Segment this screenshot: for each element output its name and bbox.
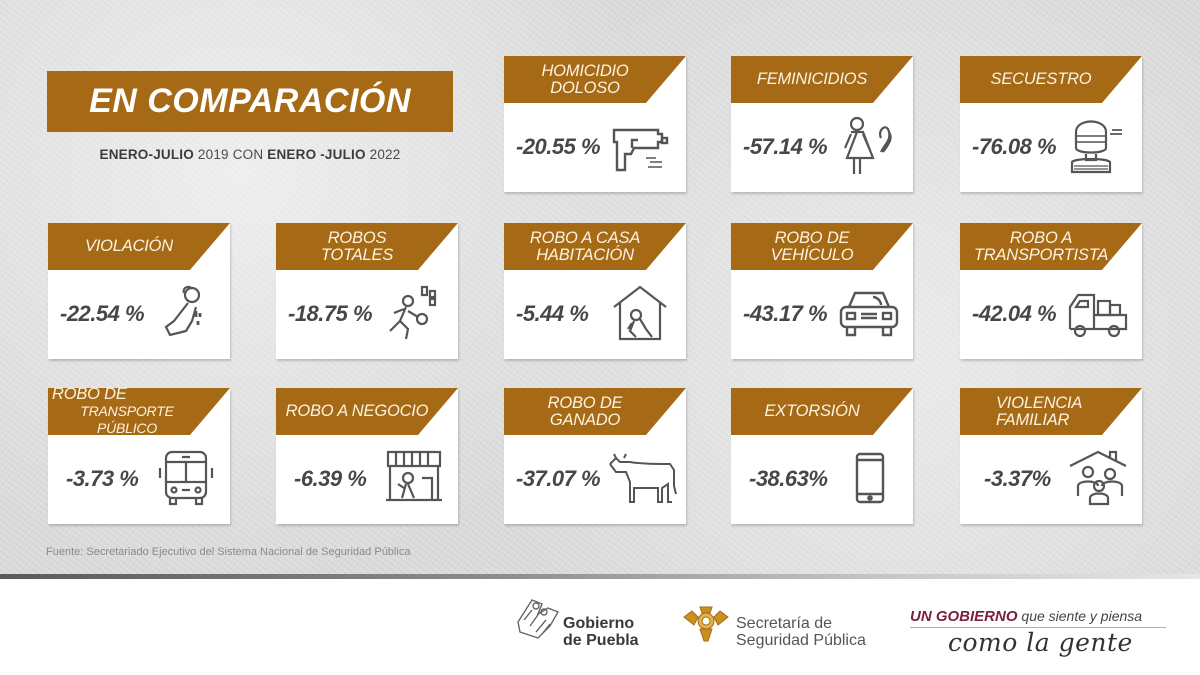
slogan-divider xyxy=(910,627,1166,628)
card-robo-transporte-publico: ROBO DE TRANSPORTE PÚBLICO -3.73 % xyxy=(48,385,230,524)
label-line-1: EXTORSIÓN xyxy=(764,402,860,420)
card-label: ROBO DE GANADO xyxy=(510,388,660,435)
percent-change: -3.37% xyxy=(984,466,1051,491)
logo-line-2: de Puebla xyxy=(563,632,639,649)
logo-line-1: Gobierno xyxy=(563,615,635,632)
card-label: SECUESTRO xyxy=(966,56,1116,103)
label-line-1: ROBO A NEGOCIO xyxy=(285,402,429,420)
card-robo-casa-habitacion: ROBO A CASA HABITACIÓN -5.44 % xyxy=(504,223,686,359)
label-line-2: FAMILIAR xyxy=(996,410,1070,429)
house-burglar-icon xyxy=(610,283,674,343)
bus-icon xyxy=(154,448,218,508)
slogan-bold: UN GOBIERNO xyxy=(910,608,1018,625)
label-line-1: HOMICIDIO xyxy=(541,61,629,80)
label-line-2: TRANSPORTISTA xyxy=(973,245,1109,264)
period-2-label: ENERO -JULIO xyxy=(267,147,366,162)
slogan-line-1: UN GOBIERNO que siente y piensa xyxy=(910,608,1142,625)
card-label: VIOLACIÓN xyxy=(54,223,204,270)
label-line-1: ROBO DE xyxy=(547,393,623,412)
percent-change: -37.07 % xyxy=(516,466,601,491)
percent-change: -5.44 % xyxy=(516,301,589,326)
label-line-2: DOLOSO xyxy=(550,78,620,97)
page-title: EN COMPARACIÓN xyxy=(89,82,411,120)
label-line-1: ROBO A xyxy=(1009,228,1073,247)
card-extorsion: EXTORSIÓN -38.63% xyxy=(731,388,913,524)
comparison-period: ENERO-JULIO 2019 CON ENERO -JULIO 2022 xyxy=(47,147,453,162)
percent-change: -18.75 % xyxy=(288,301,373,326)
divider-rule xyxy=(0,574,1200,579)
period-1-year: 2019 CON xyxy=(193,147,268,162)
label-line-1: ROBO DE xyxy=(52,385,127,403)
card-violencia-familiar: VIOLENCIA FAMILIAR -3.37% xyxy=(960,388,1142,524)
card-label: ROBO DE VEHÍCULO xyxy=(737,223,887,270)
cow-icon xyxy=(606,448,678,508)
percent-change: -6.39 % xyxy=(294,466,367,491)
card-label: ROBOS TOTALES xyxy=(282,223,432,270)
card-label: ROBO A TRANSPORTISTA xyxy=(966,223,1116,270)
puebla-emblem-icon xyxy=(517,599,560,639)
logo-line-1: Secretaría de xyxy=(736,615,833,632)
label-line-1: ROBO A CASA xyxy=(529,228,641,247)
family-house-icon xyxy=(1066,448,1130,508)
label-line-1: SECUESTRO xyxy=(990,70,1092,88)
label-line-1: ROBO DE xyxy=(774,228,850,247)
card-robo-negocio: ROBO A NEGOCIO -6.39 % xyxy=(276,388,458,524)
slogan-rest: que siente y piensa xyxy=(1017,608,1143,624)
percent-change: -57.14 % xyxy=(743,134,828,159)
woman-ribbon-icon xyxy=(837,116,901,176)
card-robo-transportista: ROBO A TRANSPORTISTA -42.04 % xyxy=(960,223,1142,359)
car-icon xyxy=(837,283,901,343)
card-label: ROBO DE TRANSPORTE PÚBLICO xyxy=(52,385,202,437)
label-line-2: GANADO xyxy=(549,410,621,429)
store-thief-icon xyxy=(382,448,446,508)
smartphone-icon xyxy=(837,448,901,508)
label-line-1: ROBOS xyxy=(327,228,387,247)
running-thief-icon xyxy=(382,283,446,343)
crying-person-icon xyxy=(154,283,218,343)
label-line-1: FEMINICIDIOS xyxy=(756,70,868,88)
label-line-1: VIOLACIÓN xyxy=(84,237,174,255)
card-label: ROBO A CASA HABITACIÓN xyxy=(510,223,660,270)
truck-icon xyxy=(1066,283,1130,343)
slogan-script: como la gente xyxy=(948,628,1133,657)
label-line-2: VEHÍCULO xyxy=(770,245,854,264)
card-robo-ganado: ROBO DE GANADO -37.07 % xyxy=(504,388,686,524)
card-violacion: VIOLACIÓN -22.54 % xyxy=(48,223,230,359)
card-robo-vehiculo: ROBO DE VEHÍCULO -43.17 % xyxy=(731,223,913,359)
logo-line-2: Seguridad Pública xyxy=(736,632,866,649)
card-label: EXTORSIÓN xyxy=(737,388,887,435)
card-label: FEMINICIDIOS xyxy=(737,56,887,103)
label-line-1: VIOLENCIA xyxy=(996,393,1083,412)
source-note: Fuente: Secretariado Ejecutivo del Siste… xyxy=(46,546,411,558)
card-secuestro: SECUESTRO -76.08 % xyxy=(960,56,1142,192)
card-label: HOMICIDIO DOLOSO xyxy=(510,56,660,103)
gun-icon xyxy=(610,116,674,176)
hooded-hostage-icon xyxy=(1066,116,1130,176)
percent-change: -20.55 % xyxy=(516,134,601,159)
percent-change: -22.54 % xyxy=(60,301,145,326)
ssp-emblem-icon xyxy=(683,606,729,642)
percent-change: -42.04 % xyxy=(972,301,1057,326)
percent-change: -38.63% xyxy=(749,466,828,491)
period-2-year: 2022 xyxy=(365,147,401,162)
period-1-label: ENERO-JULIO xyxy=(99,147,194,162)
title-banner: EN COMPARACIÓN xyxy=(47,71,453,132)
card-feminicidios: FEMINICIDIOS -57.14 % xyxy=(731,56,913,192)
label-line-2: TOTALES xyxy=(320,245,394,264)
percent-change: -3.73 % xyxy=(66,466,139,491)
card-homicidio-doloso: HOMICIDIO DOLOSO -20.55 % xyxy=(504,56,686,192)
gobierno-puebla-logo: Gobierno de Puebla xyxy=(563,615,639,649)
label-line-2: TRANSPORTE PÚBLICO xyxy=(80,403,174,436)
label-line-2: HABITACIÓN xyxy=(536,245,634,264)
ssp-logo: Secretaría de Seguridad Pública xyxy=(736,615,866,649)
card-label: VIOLENCIA FAMILIAR xyxy=(996,388,1146,435)
percent-change: -76.08 % xyxy=(972,134,1057,159)
card-label: ROBO A NEGOCIO xyxy=(282,388,432,435)
percent-change: -43.17 % xyxy=(743,301,828,326)
card-robos-totales: ROBOS TOTALES -18.75 % xyxy=(276,223,458,359)
